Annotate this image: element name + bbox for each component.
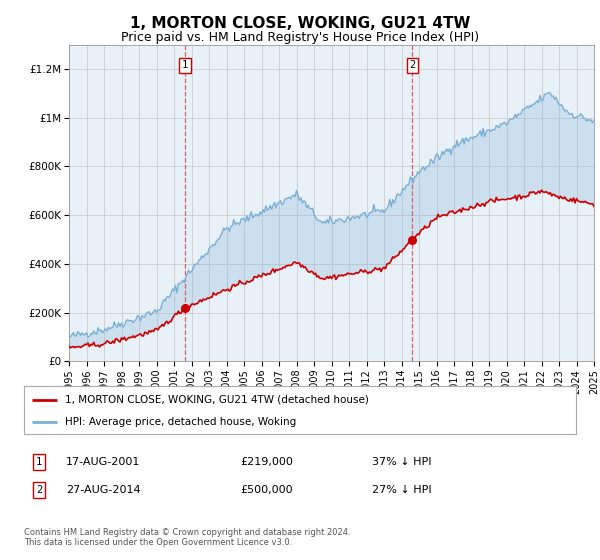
Text: 37% ↓ HPI: 37% ↓ HPI	[372, 457, 431, 467]
Text: 2: 2	[36, 485, 42, 495]
Text: 2: 2	[409, 60, 416, 71]
Text: HPI: Average price, detached house, Woking: HPI: Average price, detached house, Woki…	[65, 417, 296, 427]
Text: 27% ↓ HPI: 27% ↓ HPI	[372, 485, 431, 495]
Text: Contains HM Land Registry data © Crown copyright and database right 2024.
This d: Contains HM Land Registry data © Crown c…	[24, 528, 350, 547]
Text: £500,000: £500,000	[240, 485, 293, 495]
Text: Price paid vs. HM Land Registry's House Price Index (HPI): Price paid vs. HM Land Registry's House …	[121, 31, 479, 44]
Text: £219,000: £219,000	[240, 457, 293, 467]
Text: 17-AUG-2001: 17-AUG-2001	[66, 457, 140, 467]
Text: 1, MORTON CLOSE, WOKING, GU21 4TW (detached house): 1, MORTON CLOSE, WOKING, GU21 4TW (detac…	[65, 395, 369, 405]
Text: 27-AUG-2014: 27-AUG-2014	[66, 485, 140, 495]
Text: 1: 1	[182, 60, 188, 71]
Text: 1: 1	[36, 457, 42, 467]
Text: 1, MORTON CLOSE, WOKING, GU21 4TW: 1, MORTON CLOSE, WOKING, GU21 4TW	[130, 16, 470, 31]
